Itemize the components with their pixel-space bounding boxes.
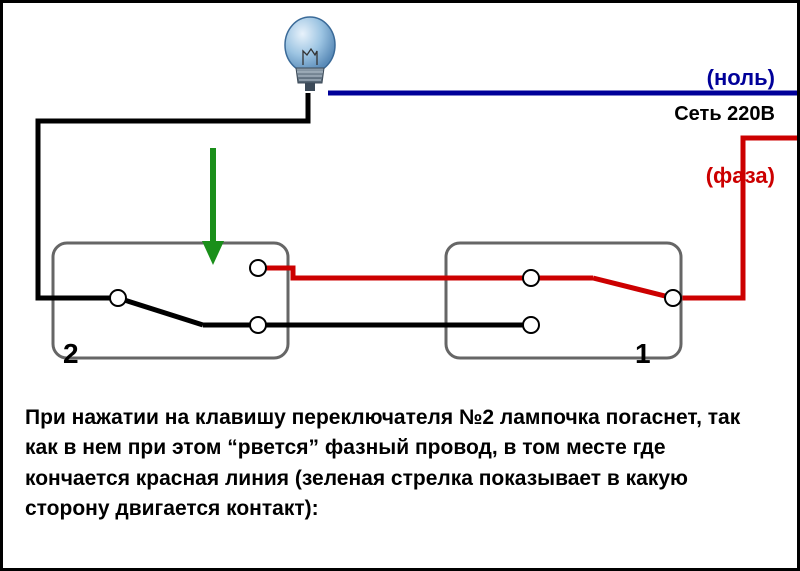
- interconnect-top-red: [258, 268, 531, 278]
- network-label: Сеть 220В: [674, 103, 775, 126]
- switch-2-terminal-common: [110, 290, 126, 306]
- switch-1-number: 1: [635, 338, 651, 370]
- direction-arrow: [202, 148, 224, 265]
- light-bulb-icon: [285, 17, 335, 91]
- switch-1-terminal-common: [665, 290, 681, 306]
- circuit-svg: [3, 3, 797, 393]
- switch-1-terminal-l1: [523, 270, 539, 286]
- switch-2-terminal-l1: [250, 260, 266, 276]
- null-wire-label: (ноль): [707, 65, 775, 91]
- switch-2-terminal-l2: [250, 317, 266, 333]
- switch-1-wiper: [593, 278, 673, 298]
- switch-1-terminal-l2: [523, 317, 539, 333]
- switch-2-number: 2: [63, 338, 79, 370]
- switch-2-wiper: [118, 298, 203, 325]
- circuit-diagram: (ноль) Сеть 220В (фаза) 2 1: [3, 3, 797, 393]
- diagram-caption: При нажатии на клавишу переключателя №2 …: [25, 403, 775, 525]
- phase-wire-label: (фаза): [706, 163, 775, 189]
- phase-wire-main: [673, 138, 797, 298]
